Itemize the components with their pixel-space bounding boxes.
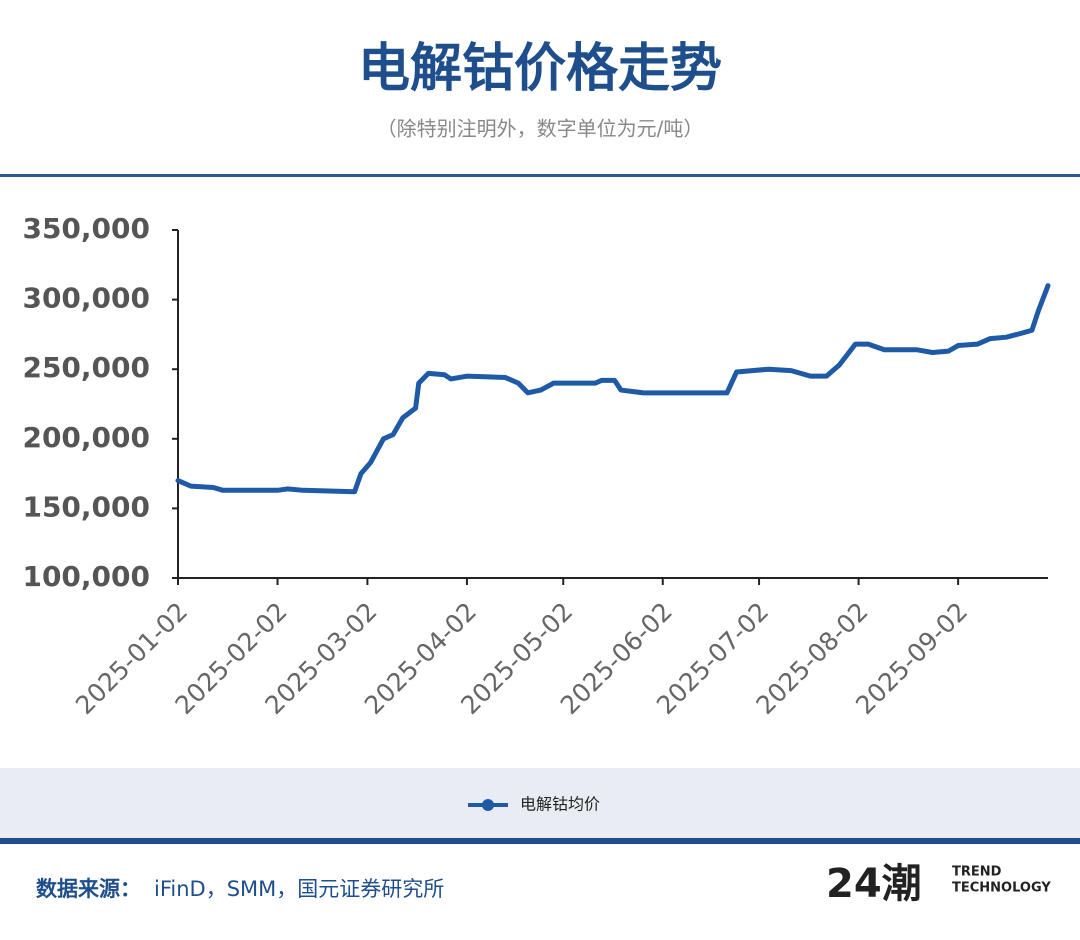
chart-subtitle: （除特别注明外，数字单位为元/吨）: [377, 117, 704, 141]
source: iFinD，SMM，国元证券研究所: [154, 877, 444, 901]
brand-tagline: TREND: [952, 865, 1002, 880]
y-tick-label: 150,000: [22, 490, 150, 523]
line: [175, 283, 1051, 495]
y-tick-label: 250,000: [22, 351, 150, 384]
brand-mark: 24潮: [826, 861, 922, 907]
y-tick-label: 350,000: [22, 212, 150, 245]
y-tick-label: 200,000: [22, 421, 150, 454]
top-rule: [0, 174, 1080, 177]
legend-marker: [482, 799, 494, 811]
bottom-rule: [0, 838, 1080, 844]
y-tick-label: 300,000: [22, 282, 150, 315]
y-tick-label: 100,000: [22, 560, 150, 593]
source-label: 数据来源：: [36, 877, 141, 901]
legend-label: 电解钴均价: [520, 795, 600, 814]
brand-tagline: TECHNOLOGY: [952, 881, 1051, 896]
chart-title: 电解钴价格走势: [358, 39, 722, 99]
legend-band: [0, 768, 1080, 838]
